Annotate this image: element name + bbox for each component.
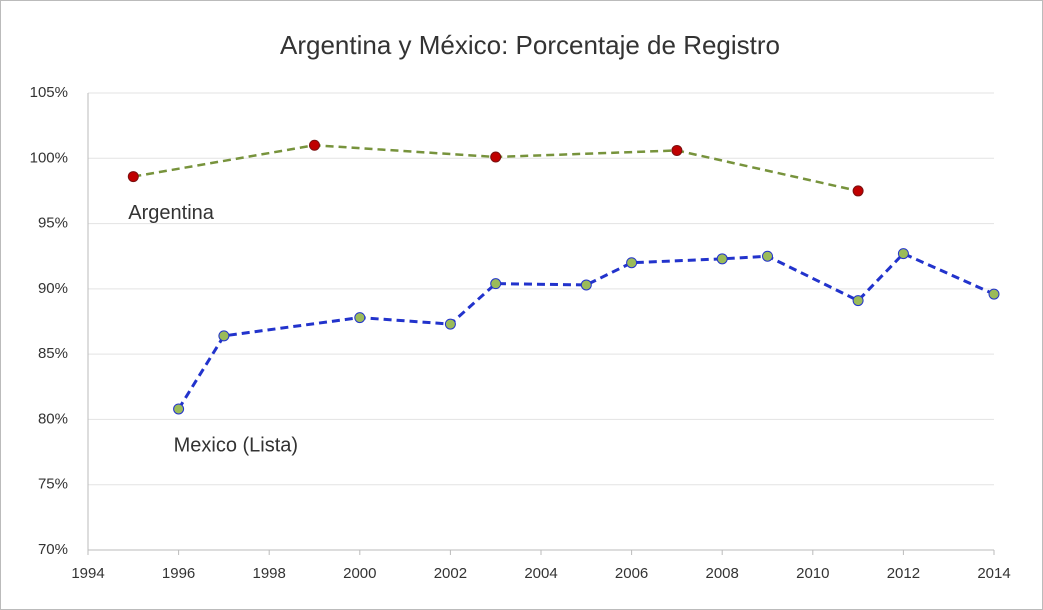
- data-point: [988, 288, 1000, 300]
- y-tick-label: 80%: [38, 410, 68, 427]
- data-point: [444, 318, 456, 330]
- data-point: [127, 171, 139, 183]
- data-point: [716, 253, 728, 265]
- data-point: [490, 151, 502, 163]
- chart-title: Argentina y México: Porcentaje de Regist…: [280, 30, 780, 60]
- x-tick-label: 1996: [162, 565, 195, 582]
- data-point: [626, 257, 638, 269]
- x-tick-label: 2008: [706, 565, 739, 582]
- y-tick-label: 100%: [30, 149, 68, 166]
- series-label: Mexico (Lista): [174, 434, 298, 456]
- x-tick-label: 1998: [253, 565, 286, 582]
- data-point: [852, 295, 864, 307]
- y-tick-label: 85%: [38, 345, 68, 362]
- data-point: [354, 312, 366, 324]
- x-tick-label: 2002: [434, 565, 467, 582]
- y-tick-label: 70%: [38, 541, 68, 558]
- y-tick-label: 90%: [38, 280, 68, 297]
- x-tick-label: 2004: [524, 565, 557, 582]
- data-point: [490, 278, 502, 290]
- series-label: Argentina: [128, 202, 214, 224]
- data-point: [218, 330, 230, 342]
- data-point: [671, 144, 683, 156]
- x-tick-label: 2010: [796, 565, 829, 582]
- data-point: [852, 185, 864, 197]
- x-tick-label: 2000: [343, 565, 376, 582]
- y-tick-label: 75%: [38, 476, 68, 493]
- x-tick-label: 1994: [71, 565, 104, 582]
- y-tick-label: 105%: [30, 84, 68, 101]
- data-point: [580, 279, 592, 291]
- x-tick-label: 2006: [615, 565, 648, 582]
- data-point: [762, 250, 773, 262]
- series-line: [177, 251, 995, 410]
- data-point: [897, 248, 909, 260]
- data-point: [309, 139, 320, 151]
- y-tick-label: 95%: [38, 215, 68, 232]
- x-tick-label: 2012: [887, 565, 920, 582]
- data-point: [173, 403, 185, 415]
- x-tick-label: 2014: [977, 565, 1010, 582]
